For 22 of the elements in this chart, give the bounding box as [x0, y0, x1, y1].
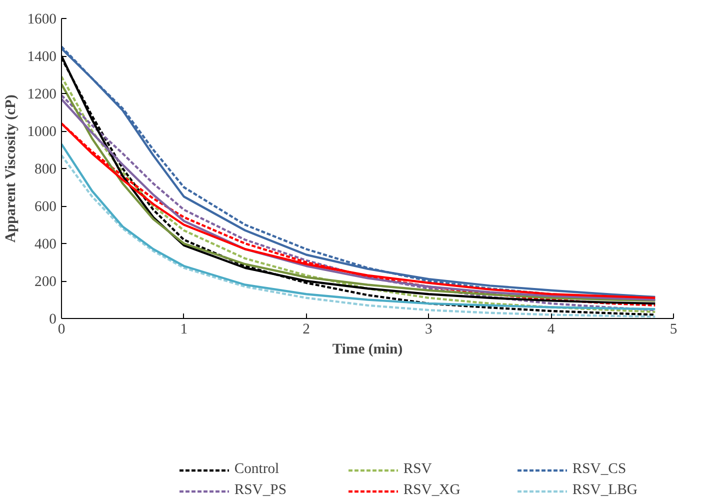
x-tick-label: 4	[547, 322, 556, 338]
legend-label: Control	[234, 461, 280, 478]
y-tick-label: 0	[49, 312, 56, 328]
y-tick-label: 800	[34, 162, 56, 178]
y-tick-label: 1200	[27, 86, 56, 102]
y-tick-label: 1600	[27, 12, 56, 28]
x-tick-label: 1	[180, 322, 188, 338]
y-tick-label: 600	[34, 199, 56, 215]
y-tick-label: 1400	[27, 49, 56, 65]
x-tick-label: 3	[425, 322, 432, 338]
legend-label: RSV_LBG	[572, 482, 638, 499]
x-axis-title: Time (min)	[332, 342, 403, 358]
legend-label: RSV_PS	[234, 482, 288, 499]
y-axis-title: Apparent Viscosity (cP)	[3, 94, 20, 243]
y-tick-label: 200	[34, 274, 56, 290]
y-tick-label: 1000	[27, 124, 56, 140]
x-tick-label: 2	[302, 322, 310, 338]
legend-label: RSV_CS	[572, 461, 628, 478]
legend-label: RSV	[403, 461, 433, 478]
y-tick-label: 400	[34, 236, 56, 252]
legend-label: RSV_XG	[403, 482, 462, 499]
x-tick-label: 5	[670, 322, 678, 338]
